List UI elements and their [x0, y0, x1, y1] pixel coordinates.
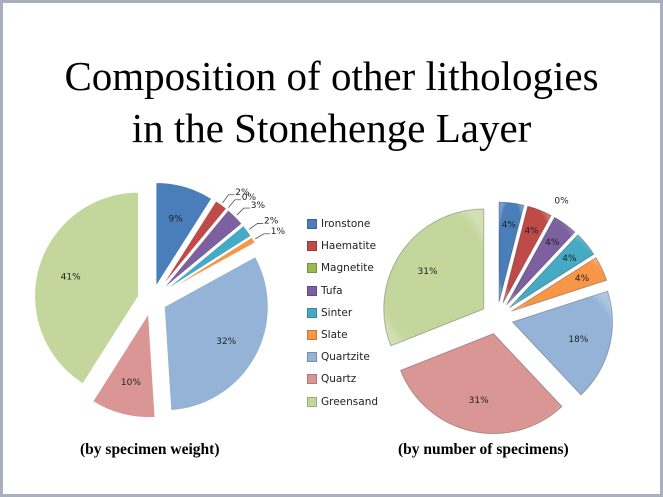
leader-line: [222, 194, 235, 204]
data-label: 18%: [568, 335, 588, 345]
data-label: 31%: [469, 396, 489, 406]
pie-slice-quartz: [92, 311, 156, 419]
legend-item-haematite: Haematite: [307, 235, 378, 257]
legend-label: Tufa: [321, 284, 343, 297]
legend-swatch: [307, 219, 317, 230]
legend-swatch: [307, 330, 317, 341]
pie-slice-quartz: [399, 333, 563, 435]
right-chart-subtitle: (by number of specimens): [398, 441, 569, 458]
legend-swatch: [307, 396, 317, 407]
data-label: 4%: [562, 254, 577, 264]
legend-item-quartzite: Quartzite: [307, 346, 378, 368]
data-label: 32%: [216, 337, 236, 347]
pie-slice-ironstone: [498, 201, 525, 303]
pie-slice-slate: [511, 256, 608, 312]
legend-swatch: [307, 374, 317, 385]
data-label: 0%: [242, 193, 257, 203]
legend-item-tufa: Tufa: [307, 280, 378, 302]
data-label: 4%: [524, 227, 539, 237]
legend-label: Haematite: [321, 240, 377, 253]
legend-label: Ironstone: [321, 218, 371, 231]
legend-swatch: [307, 241, 317, 252]
left-chart-subtitle: (by specimen weight): [80, 441, 220, 458]
data-label: 1%: [271, 227, 286, 237]
legend-item-sinter: Sinter: [307, 302, 378, 324]
legend-item-magnetite: Magnetite: [307, 257, 378, 279]
data-label: 9%: [168, 215, 183, 225]
slide-title: Composition of other lithologies in the …: [0, 50, 663, 154]
pie-slice-haematite: [159, 200, 228, 289]
legend-label: Magnetite: [321, 262, 374, 275]
data-label: 3%: [251, 201, 266, 211]
legend-item-quartz: Quartz: [307, 368, 378, 390]
pie-slice-greensand: [34, 191, 140, 385]
data-label: 4%: [502, 221, 517, 231]
title-line-2: in the Stonehenge Layer: [131, 105, 532, 151]
leader-line: [255, 233, 270, 240]
legend-label: Greensand: [321, 395, 379, 408]
legend-item-ironstone: Ironstone: [307, 213, 378, 235]
pie-slice-sinter: [508, 234, 595, 309]
legend-swatch: [307, 263, 317, 274]
data-label: 2%: [264, 217, 279, 227]
legend: Ironstone Haematite Magnetite Tufa Sinter Sla…: [307, 213, 378, 413]
pie-slice-greensand: [383, 208, 485, 347]
leader-line: [248, 223, 264, 230]
legend-swatch: [307, 352, 317, 363]
legend-swatch: [307, 307, 317, 318]
data-label: 4%: [575, 274, 590, 284]
legend-label: Sinter: [321, 306, 353, 319]
legend-item-slate: Slate: [307, 324, 378, 346]
data-label: 2%: [235, 188, 250, 198]
pie-slice-magnetite: [160, 208, 228, 290]
pie-slice-quartzite: [511, 290, 613, 396]
pie-slice-tufa: [505, 216, 576, 306]
data-label: 4%: [545, 238, 560, 248]
leader-line: [228, 199, 241, 208]
pie-slice-sinter: [163, 224, 252, 293]
legend-label: Quartzite: [321, 351, 370, 364]
legend-item-greensand: Greensand: [307, 391, 378, 413]
pie-slice-magnetite: [504, 215, 554, 305]
data-label: 10%: [121, 378, 141, 388]
legend-label: Slate: [321, 329, 348, 342]
leader-line: [236, 207, 250, 216]
pie-slice-ironstone: [155, 182, 213, 289]
title-line-1: Composition of other lithologies: [64, 53, 599, 99]
data-label: 41%: [61, 272, 81, 282]
pie-slice-tufa: [161, 209, 243, 291]
data-label: 0%: [554, 197, 569, 207]
data-label: 31%: [418, 267, 438, 277]
legend-label: Quartz: [321, 373, 357, 386]
legend-swatch: [307, 285, 317, 296]
pie-slice-slate: [163, 236, 256, 294]
pie-slice-haematite: [502, 205, 552, 304]
pie-slice-quartzite: [163, 255, 269, 412]
